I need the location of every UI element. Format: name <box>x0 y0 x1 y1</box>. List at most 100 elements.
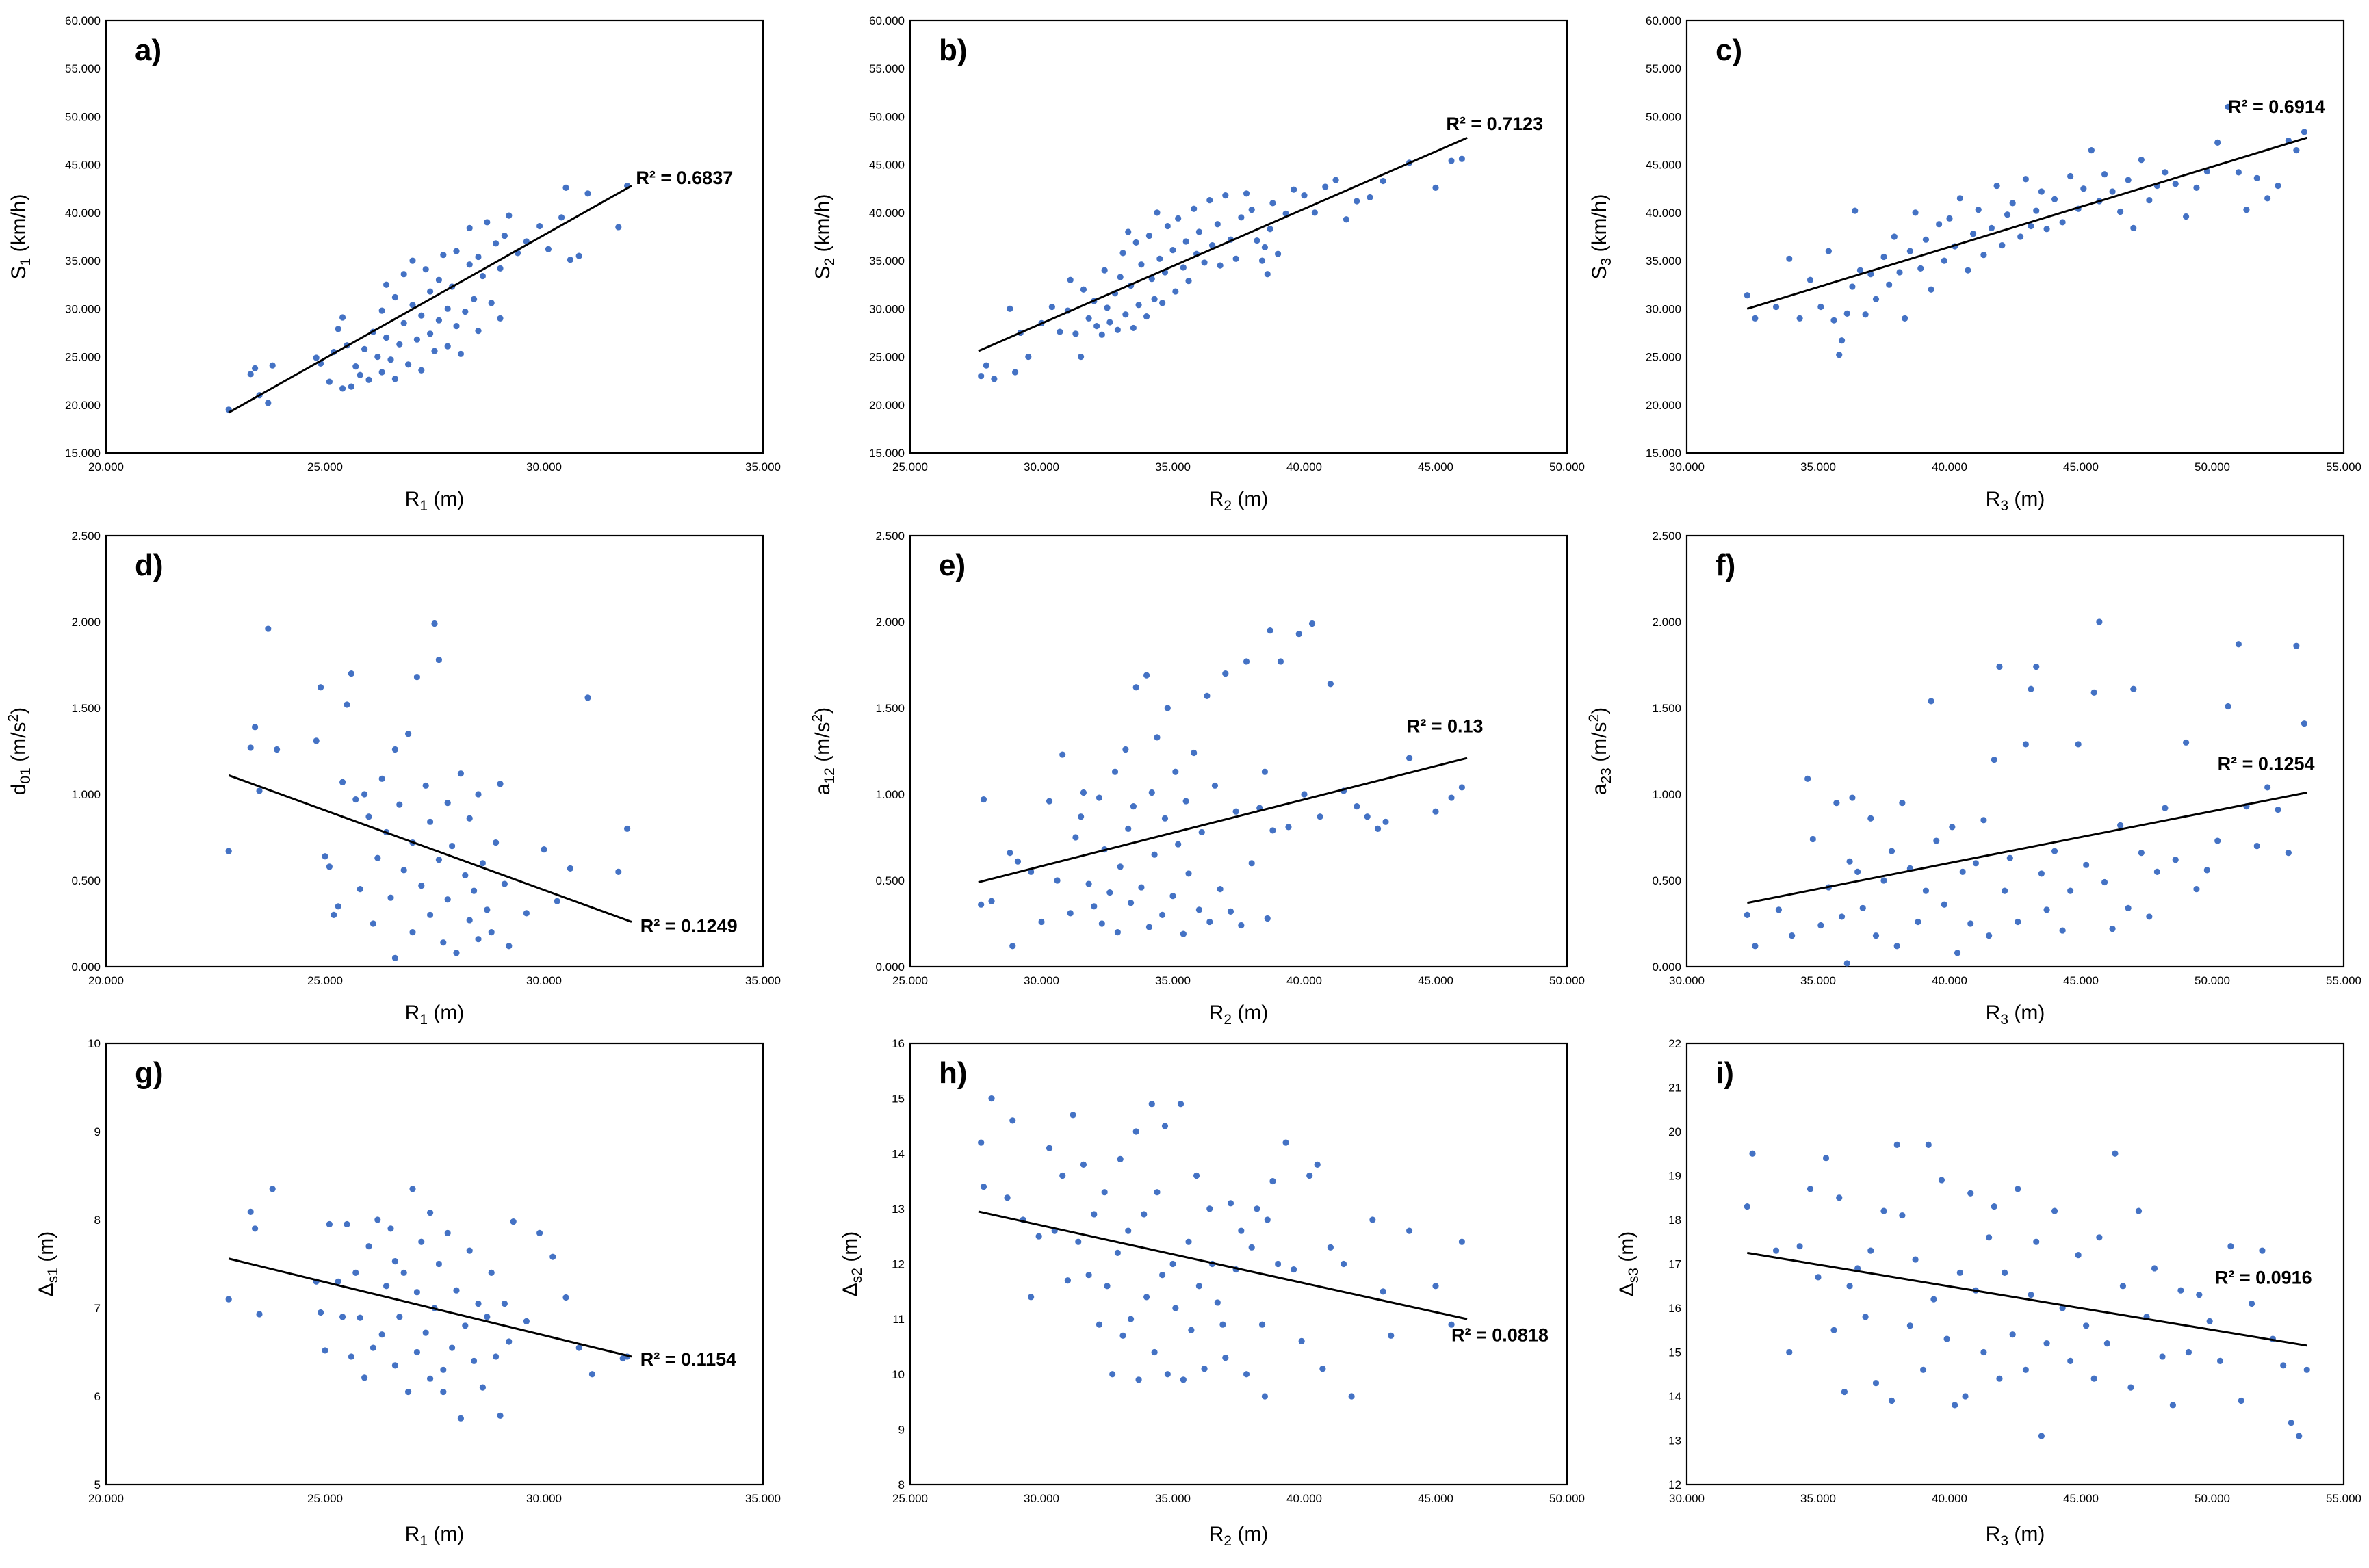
y-tick-label: 15.000 <box>869 447 905 460</box>
y-tick-label: 7 <box>94 1302 101 1315</box>
y-tick-label: 0.000 <box>71 961 101 974</box>
data-point <box>475 253 482 261</box>
data-point <box>1185 278 1192 285</box>
data-point <box>1308 620 1316 627</box>
data-point <box>2109 188 2116 195</box>
x-tick-label: 45.000 <box>2063 1492 2099 1505</box>
data-point <box>1119 250 1126 257</box>
data-point <box>1807 276 1814 283</box>
data-point <box>1214 1299 1221 1306</box>
data-point <box>1872 932 1880 939</box>
data-point <box>2067 887 2074 894</box>
y-axis-title: a23 (m/s2) <box>1586 707 1614 795</box>
data-point <box>2203 867 2210 874</box>
data-point <box>1258 1321 1266 1328</box>
data-point <box>484 1314 491 1320</box>
data-point <box>352 1269 359 1276</box>
data-point <box>1880 877 1887 884</box>
panel-label: f) <box>1716 549 1735 582</box>
data-point <box>545 246 552 252</box>
data-point <box>1354 198 1360 205</box>
data-point <box>978 373 985 380</box>
data-point <box>435 317 443 324</box>
data-point <box>1072 330 1079 337</box>
y-tick-label: 13 <box>1668 1435 1681 1448</box>
x-tick-label: 30.000 <box>526 460 562 473</box>
data-point <box>978 901 985 908</box>
data-point <box>1317 813 1323 820</box>
data-point <box>1836 1194 1843 1201</box>
data-point <box>1967 920 1974 927</box>
x-tick-label: 50.000 <box>1549 974 1585 987</box>
data-point <box>1996 663 2003 670</box>
data-point <box>431 348 438 354</box>
data-point <box>1846 1283 1853 1290</box>
data-point <box>413 674 421 681</box>
data-point <box>1135 1376 1142 1383</box>
data-point <box>1195 228 1202 235</box>
data-point <box>1949 824 1956 831</box>
data-point <box>2038 870 2045 877</box>
data-point <box>2059 219 2066 226</box>
x-tick-label: 30.000 <box>1669 974 1705 987</box>
data-point <box>2117 208 2124 215</box>
data-point <box>2033 1238 2040 1245</box>
data-point <box>2177 1287 2184 1294</box>
data-point <box>1261 244 1268 251</box>
data-point <box>427 330 434 337</box>
data-point <box>2096 618 2103 625</box>
x-tick-label: 50.000 <box>1549 1492 1585 1505</box>
data-point <box>2172 181 2179 187</box>
y-tick-label: 35.000 <box>65 254 101 267</box>
data-point <box>475 791 482 798</box>
data-point <box>1906 1322 1913 1329</box>
data-point <box>326 863 333 870</box>
data-point <box>1991 1203 1997 1210</box>
data-point <box>1920 1366 1927 1373</box>
data-point <box>2101 878 2108 886</box>
data-point <box>1838 337 1846 344</box>
data-point <box>1912 209 1919 216</box>
data-point <box>352 363 359 370</box>
data-point <box>344 1220 350 1228</box>
data-point <box>322 1347 328 1354</box>
data-point <box>1899 1212 1906 1219</box>
y-tick-label: 10 <box>892 1368 905 1381</box>
data-point <box>2033 207 2040 214</box>
data-point <box>1164 1371 1171 1378</box>
data-point <box>1849 283 1856 290</box>
chart-panel-i: 12 13 14 15 16 17 18 19 20 21 22 30.000 35.000 40.000… <box>1616 1037 2361 1549</box>
chart-panel-h: 8 9 10 11 12 13 14 15 16 25.000 30.000 35.000 40.000… <box>839 1037 1585 1549</box>
data-point <box>418 367 425 374</box>
data-point <box>2243 207 2250 213</box>
data-point <box>1159 911 1166 918</box>
chart-panel-f: 0.000 0.500 1.000 1.500 2.000 2.500 30.000 35.0… <box>1586 530 2361 1028</box>
data-point <box>2033 663 2040 670</box>
data-point <box>1238 1227 1245 1234</box>
data-point <box>1085 1272 1092 1279</box>
data-point <box>1432 808 1439 815</box>
data-point <box>1925 1141 1932 1148</box>
data-point <box>1138 261 1145 268</box>
data-point <box>361 345 368 352</box>
data-point <box>1188 1327 1195 1333</box>
x-tick-label: 20.000 <box>88 974 124 987</box>
data-point <box>1322 183 1329 190</box>
data-point <box>466 815 473 822</box>
data-point <box>1822 1155 1830 1162</box>
data-point <box>2253 174 2260 181</box>
data-point <box>2017 233 2024 240</box>
data-point <box>409 1186 416 1192</box>
data-point <box>2006 854 2013 861</box>
x-tick-label: 35.000 <box>1155 974 1191 987</box>
data-point <box>462 308 469 315</box>
data-point <box>1936 221 1943 228</box>
data-point <box>396 1314 403 1320</box>
plot-frame <box>909 1042 1568 1486</box>
x-tick-label: 25.000 <box>892 1492 928 1505</box>
r-squared-label: R² = 0.13 <box>1407 716 1484 736</box>
data-point <box>1956 195 1963 202</box>
data-point <box>1057 328 1063 335</box>
data-point <box>1201 259 1208 266</box>
data-point <box>2119 1283 2127 1290</box>
